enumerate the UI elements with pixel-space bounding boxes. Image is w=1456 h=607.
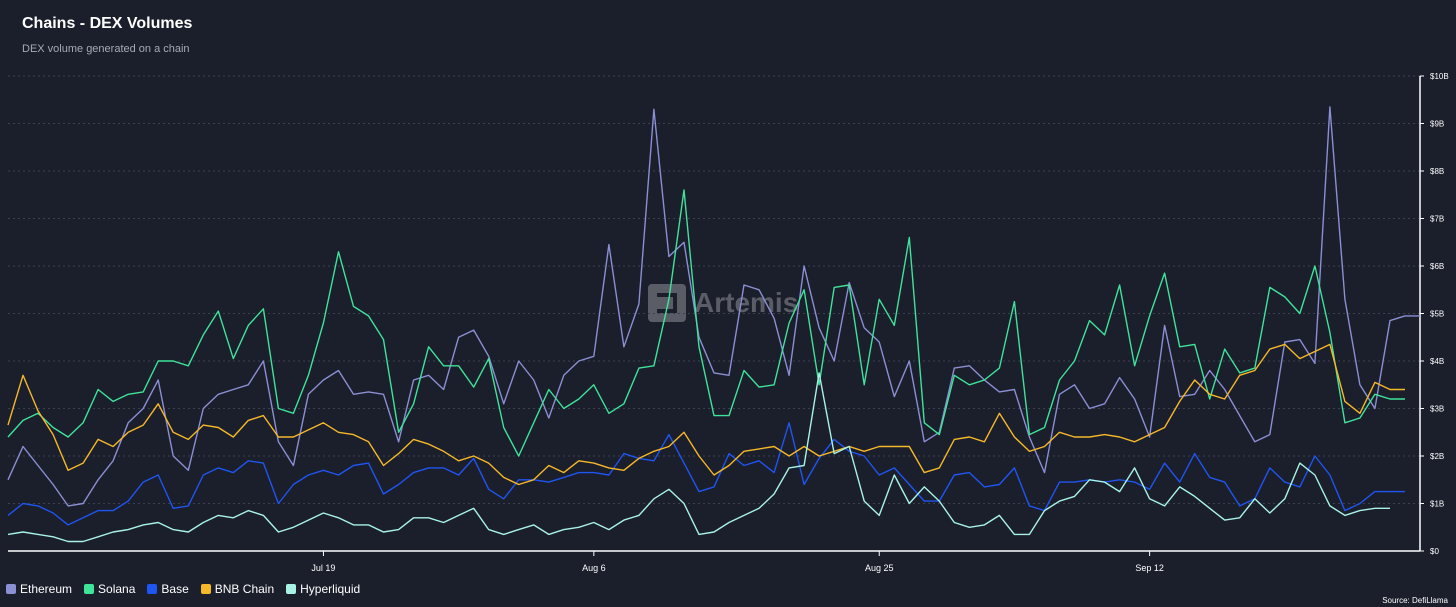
legend-label-base: Base xyxy=(161,582,189,596)
bnb-chain-swatch-icon xyxy=(200,584,211,594)
ethereum-swatch-icon xyxy=(6,584,16,594)
legend-label-hyperliquid: Hyperliquid xyxy=(300,582,361,596)
series-line-ethereum[interactable] xyxy=(7,106,1420,507)
y-tick-label: $8B xyxy=(1430,167,1444,176)
legend-item-hyperliquid[interactable]: Hyperliquid xyxy=(286,582,360,596)
series-lines xyxy=(7,106,1420,543)
series-line-hyperliquid[interactable] xyxy=(7,372,1390,543)
artemis-logo-icon xyxy=(648,284,686,322)
legend-label-solana: Solana xyxy=(98,582,136,596)
x-tick-label: Aug 25 xyxy=(865,563,894,573)
y-tick-label: $4B xyxy=(1430,357,1444,366)
chart-title: Chains - DEX Volumes xyxy=(22,15,193,32)
series-line-bnb-chain[interactable] xyxy=(7,343,1405,486)
y-tick-label: $6B xyxy=(1430,262,1444,271)
series-line-solana[interactable] xyxy=(7,189,1405,457)
artemis-watermark: Artemis xyxy=(648,284,798,322)
legend-item-base[interactable]: Base xyxy=(147,582,189,596)
base-swatch-icon xyxy=(147,584,158,594)
y-tick-label: $7B xyxy=(1430,215,1444,224)
chart-subtitle: DEX volume generated on a chain xyxy=(22,43,190,55)
legend-label-ethereum: Ethereum xyxy=(20,582,73,596)
y-tick-label: $2B xyxy=(1430,452,1444,461)
hyperliquid-swatch-icon xyxy=(286,584,297,594)
x-tick-label: Aug 6 xyxy=(582,563,606,573)
y-tick-label: $5B xyxy=(1430,310,1444,319)
legend-item-ethereum[interactable]: Ethereum xyxy=(6,582,72,596)
y-tick-label: $0 xyxy=(1430,547,1439,556)
series-line-base[interactable] xyxy=(7,422,1405,526)
source-note: Source: DefiLlama xyxy=(1382,596,1448,605)
y-tick-label: $3B xyxy=(1430,405,1444,414)
y-tick-label: $10B xyxy=(1430,72,1449,81)
legend-item-bnb-chain[interactable]: BNB Chain xyxy=(200,582,275,596)
chart-legend: Ethereum Solana Base BNB Chain Hyperliqu… xyxy=(6,582,360,596)
y-tick-label: $9B xyxy=(1430,120,1444,129)
solana-swatch-icon xyxy=(84,584,95,594)
axes: $0 $1B $2B $3B $4B $5B $6B $7B $8B $9B $10B Jul 19 A… xyxy=(8,72,1449,573)
legend-item-solana[interactable]: Solana xyxy=(84,582,135,596)
y-tick-label: $1B xyxy=(1430,500,1444,509)
legend-label-bnb-chain: BNB Chain xyxy=(214,582,275,596)
watermark-text: Artemis xyxy=(694,287,799,318)
x-tick-label: Jul 19 xyxy=(311,563,335,573)
grid-lines xyxy=(8,75,1420,504)
x-tick-label: Sep 12 xyxy=(1135,563,1164,573)
